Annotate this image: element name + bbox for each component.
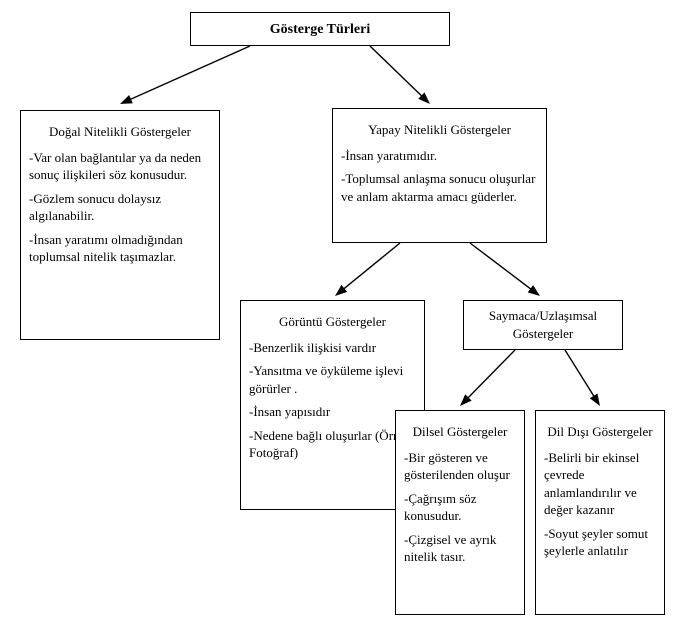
node-dogal-b0: -Var olan bağlantılar ya da neden sonuç …	[29, 149, 211, 184]
node-saymaca: Saymaca/Uzlaşımsal Göstergeler	[463, 300, 623, 350]
node-root: Gösterge Türleri	[190, 12, 450, 46]
node-dildisi: Dil Dışı Göstergeler -Belirli bir ekinse…	[535, 410, 665, 615]
node-dilsel-b2: -Çizgisel ve ayrık nitelik tasır.	[404, 531, 516, 566]
node-dilsel: Dilsel Göstergeler -Bir gösteren ve göst…	[395, 410, 525, 615]
node-yapay-b1: -Toplumsal anlaşma sonucu oluşurlar ve a…	[341, 170, 538, 205]
node-saymaca-title: Saymaca/Uzlaşımsal Göstergeler	[489, 308, 597, 341]
node-dilsel-title: Dilsel Göstergeler	[404, 423, 516, 441]
node-yapay-b0: -İnsan yaratımıdır.	[341, 147, 538, 165]
node-yapay: Yapay Nitelikli Göstergeler -İnsan yarat…	[332, 108, 547, 243]
node-dogal: Doğal Nitelikli Göstergeler -Var olan ba…	[20, 110, 220, 340]
node-dilsel-b1: -Çağrışım söz konusudur.	[404, 490, 516, 525]
node-dildisi-b0: -Belirli bir ekinsel çevrede anlamlandır…	[544, 449, 656, 519]
node-goruntu-b3: -Nedene bağlı oluşurlar (Örn. Fotoğraf)	[249, 427, 416, 462]
node-dildisi-title: Dil Dışı Göstergeler	[544, 423, 656, 441]
node-goruntu-title: Görüntü Göstergeler	[249, 313, 416, 331]
node-goruntu-b2: -İnsan yapısıdır	[249, 403, 416, 421]
node-dogal-b2: -İnsan yaratımı olmadığından toplumsal n…	[29, 231, 211, 266]
node-dilsel-b0: -Bir gösteren ve gösterilenden oluşur	[404, 449, 516, 484]
node-goruntu-b1: -Yansıtma ve öyküleme işlevi görürler .	[249, 362, 416, 397]
node-yapay-title: Yapay Nitelikli Göstergeler	[341, 121, 538, 139]
node-dogal-b1: -Gözlem sonucu dolaysız algılanabilir.	[29, 190, 211, 225]
node-root-title: Gösterge Türleri	[270, 22, 370, 37]
node-dildisi-b1: -Soyut şeyler somut şeylerle anlatılır	[544, 525, 656, 560]
node-dogal-title: Doğal Nitelikli Göstergeler	[29, 123, 211, 141]
diagram-canvas: Gösterge Türleri Doğal Nitelikli Gösterg…	[0, 0, 674, 640]
node-goruntu-b0: -Benzerlik ilişkisi vardır	[249, 339, 416, 357]
